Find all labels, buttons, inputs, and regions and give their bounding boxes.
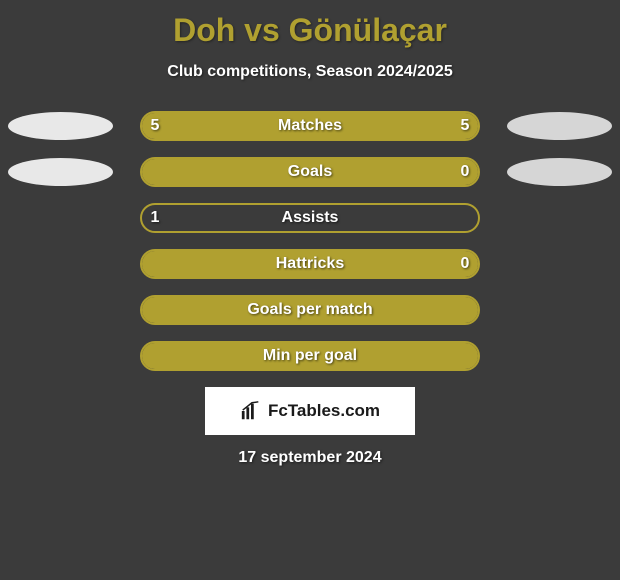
stat-value-left: 1 bbox=[140, 203, 170, 233]
date-text: 17 september 2024 bbox=[0, 449, 620, 467]
stats-container: Matches55Goals0Assists1Hattricks0Goals p… bbox=[0, 111, 620, 371]
stat-row: Goals0 bbox=[0, 157, 620, 187]
stat-label: Min per goal bbox=[142, 343, 478, 369]
stat-value-right: 0 bbox=[450, 249, 480, 279]
brand-badge[interactable]: FcTables.com bbox=[205, 387, 415, 435]
player-avatar-right bbox=[507, 112, 612, 140]
page-title: Doh vs Gönülaçar bbox=[0, 0, 620, 49]
stat-row: Min per goal bbox=[0, 341, 620, 371]
stat-row: Matches5 5 bbox=[0, 111, 620, 141]
stat-bar: Min per goal bbox=[140, 341, 480, 371]
stat-bar: Goals per match bbox=[140, 295, 480, 325]
stat-row: Hattricks0 bbox=[0, 249, 620, 279]
player-avatar-left bbox=[8, 112, 113, 140]
stat-value-right: 0 bbox=[450, 157, 480, 187]
brand-text: FcTables.com bbox=[268, 401, 380, 421]
chart-icon bbox=[240, 400, 262, 422]
page-subtitle: Club competitions, Season 2024/2025 bbox=[0, 63, 620, 81]
stat-bar: Goals bbox=[140, 157, 480, 187]
stat-label: Hattricks bbox=[142, 251, 478, 277]
stat-label: Goals bbox=[142, 159, 478, 185]
stat-row: Goals per match bbox=[0, 295, 620, 325]
stat-label: Assists bbox=[142, 205, 478, 231]
stat-value-left: 5 bbox=[140, 111, 170, 141]
stat-value-right: 5 bbox=[450, 111, 480, 141]
stat-bar: Hattricks bbox=[140, 249, 480, 279]
stat-bar: Assists bbox=[140, 203, 480, 233]
stat-label: Goals per match bbox=[142, 297, 478, 323]
player-avatar-right bbox=[507, 158, 612, 186]
stat-bar: Matches bbox=[140, 111, 480, 141]
stat-label: Matches bbox=[142, 113, 478, 139]
stat-row: Assists1 bbox=[0, 203, 620, 233]
player-avatar-left bbox=[8, 158, 113, 186]
